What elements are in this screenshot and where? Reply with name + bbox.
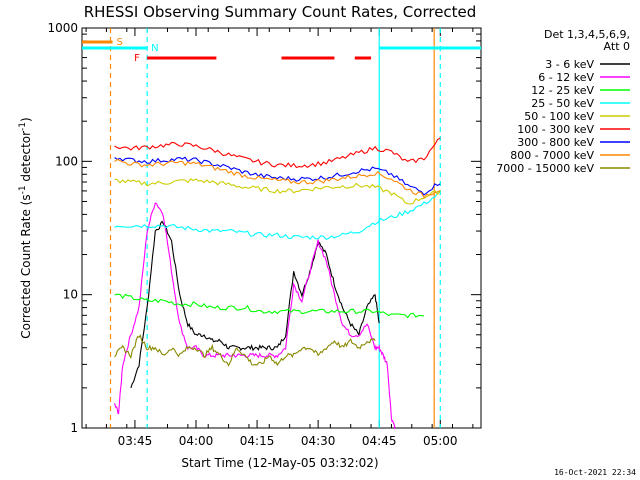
legend-label: 800 - 7000 keV: [510, 149, 594, 162]
x-axis-label: Start Time (12-May-05 03:32:02): [181, 456, 378, 470]
y-label-mid: detector: [19, 131, 33, 186]
y-label-end: ): [19, 117, 33, 122]
series-line-800-7000-keV: [114, 158, 441, 199]
legend-header-line: Det 1,3,4,5,6,9,: [544, 28, 630, 41]
series-line-100-300-keV: [114, 137, 441, 169]
legend-header-line: Att 0: [604, 40, 630, 53]
attenuator-lines: [109, 28, 441, 428]
plot-border: [81, 27, 482, 429]
plot-frame: [81, 27, 482, 429]
legend-label: 50 - 100 keV: [524, 110, 594, 123]
series-lines: [114, 137, 441, 430]
legend-label: 100 - 300 keV: [517, 123, 594, 136]
legend-label: 300 - 800 keV: [517, 136, 594, 149]
saa-flag-label: S: [117, 37, 123, 48]
flare-flag-label: F: [134, 53, 140, 64]
y-axis-label: Corrected Count Rate (s-1 detector-1): [18, 117, 33, 338]
x-tick-label: 05:00: [423, 434, 458, 448]
chart-title: RHESSI Observing Summary Count Rates, Co…: [84, 3, 477, 21]
flag-bars: S NF: [82, 37, 481, 64]
y-tick-label: 1: [70, 421, 78, 435]
series-line-25-50-keV: [114, 191, 441, 241]
x-axis-ticks: 03:45 04:00 04:15 04:30 04:45 05:00: [85, 28, 474, 448]
legend-label: 7000 - 15000 keV: [496, 162, 594, 175]
series-line-7000-15000-keV: [114, 334, 376, 367]
series-line-3-6-keV: [130, 220, 380, 389]
x-tick-label: 03:45: [118, 434, 153, 448]
series-line-6-12-keV: [114, 202, 396, 430]
y-tick-label: 1000: [47, 21, 78, 35]
x-tick-label: 04:15: [240, 434, 275, 448]
series-line-50-100-keV: [114, 178, 441, 205]
y-tick-label: 100: [55, 154, 78, 168]
legend-label: 6 - 12 keV: [538, 71, 594, 84]
x-tick-label: 04:45: [362, 434, 397, 448]
footer-timestamp: 16-Oct-2021 22:34: [554, 468, 636, 477]
legend-label: 3 - 6 keV: [545, 58, 594, 71]
y-tick-label: 10: [63, 288, 78, 302]
y-label-part: Corrected Count Rate (s: [19, 194, 33, 338]
x-tick-label: 04:00: [179, 434, 214, 448]
night-flag-label: N: [151, 43, 158, 54]
y-label-sup: -1: [18, 185, 28, 194]
y-axis-ticks: 1 10 100 1000: [47, 21, 481, 435]
series-line-12-25-keV: [114, 293, 425, 319]
legend-label: 25 - 50 keV: [531, 97, 594, 110]
legend-label: 12 - 25 keV: [531, 84, 594, 97]
y-label-sup: -1: [18, 122, 28, 131]
x-tick-label: 04:30: [301, 434, 336, 448]
